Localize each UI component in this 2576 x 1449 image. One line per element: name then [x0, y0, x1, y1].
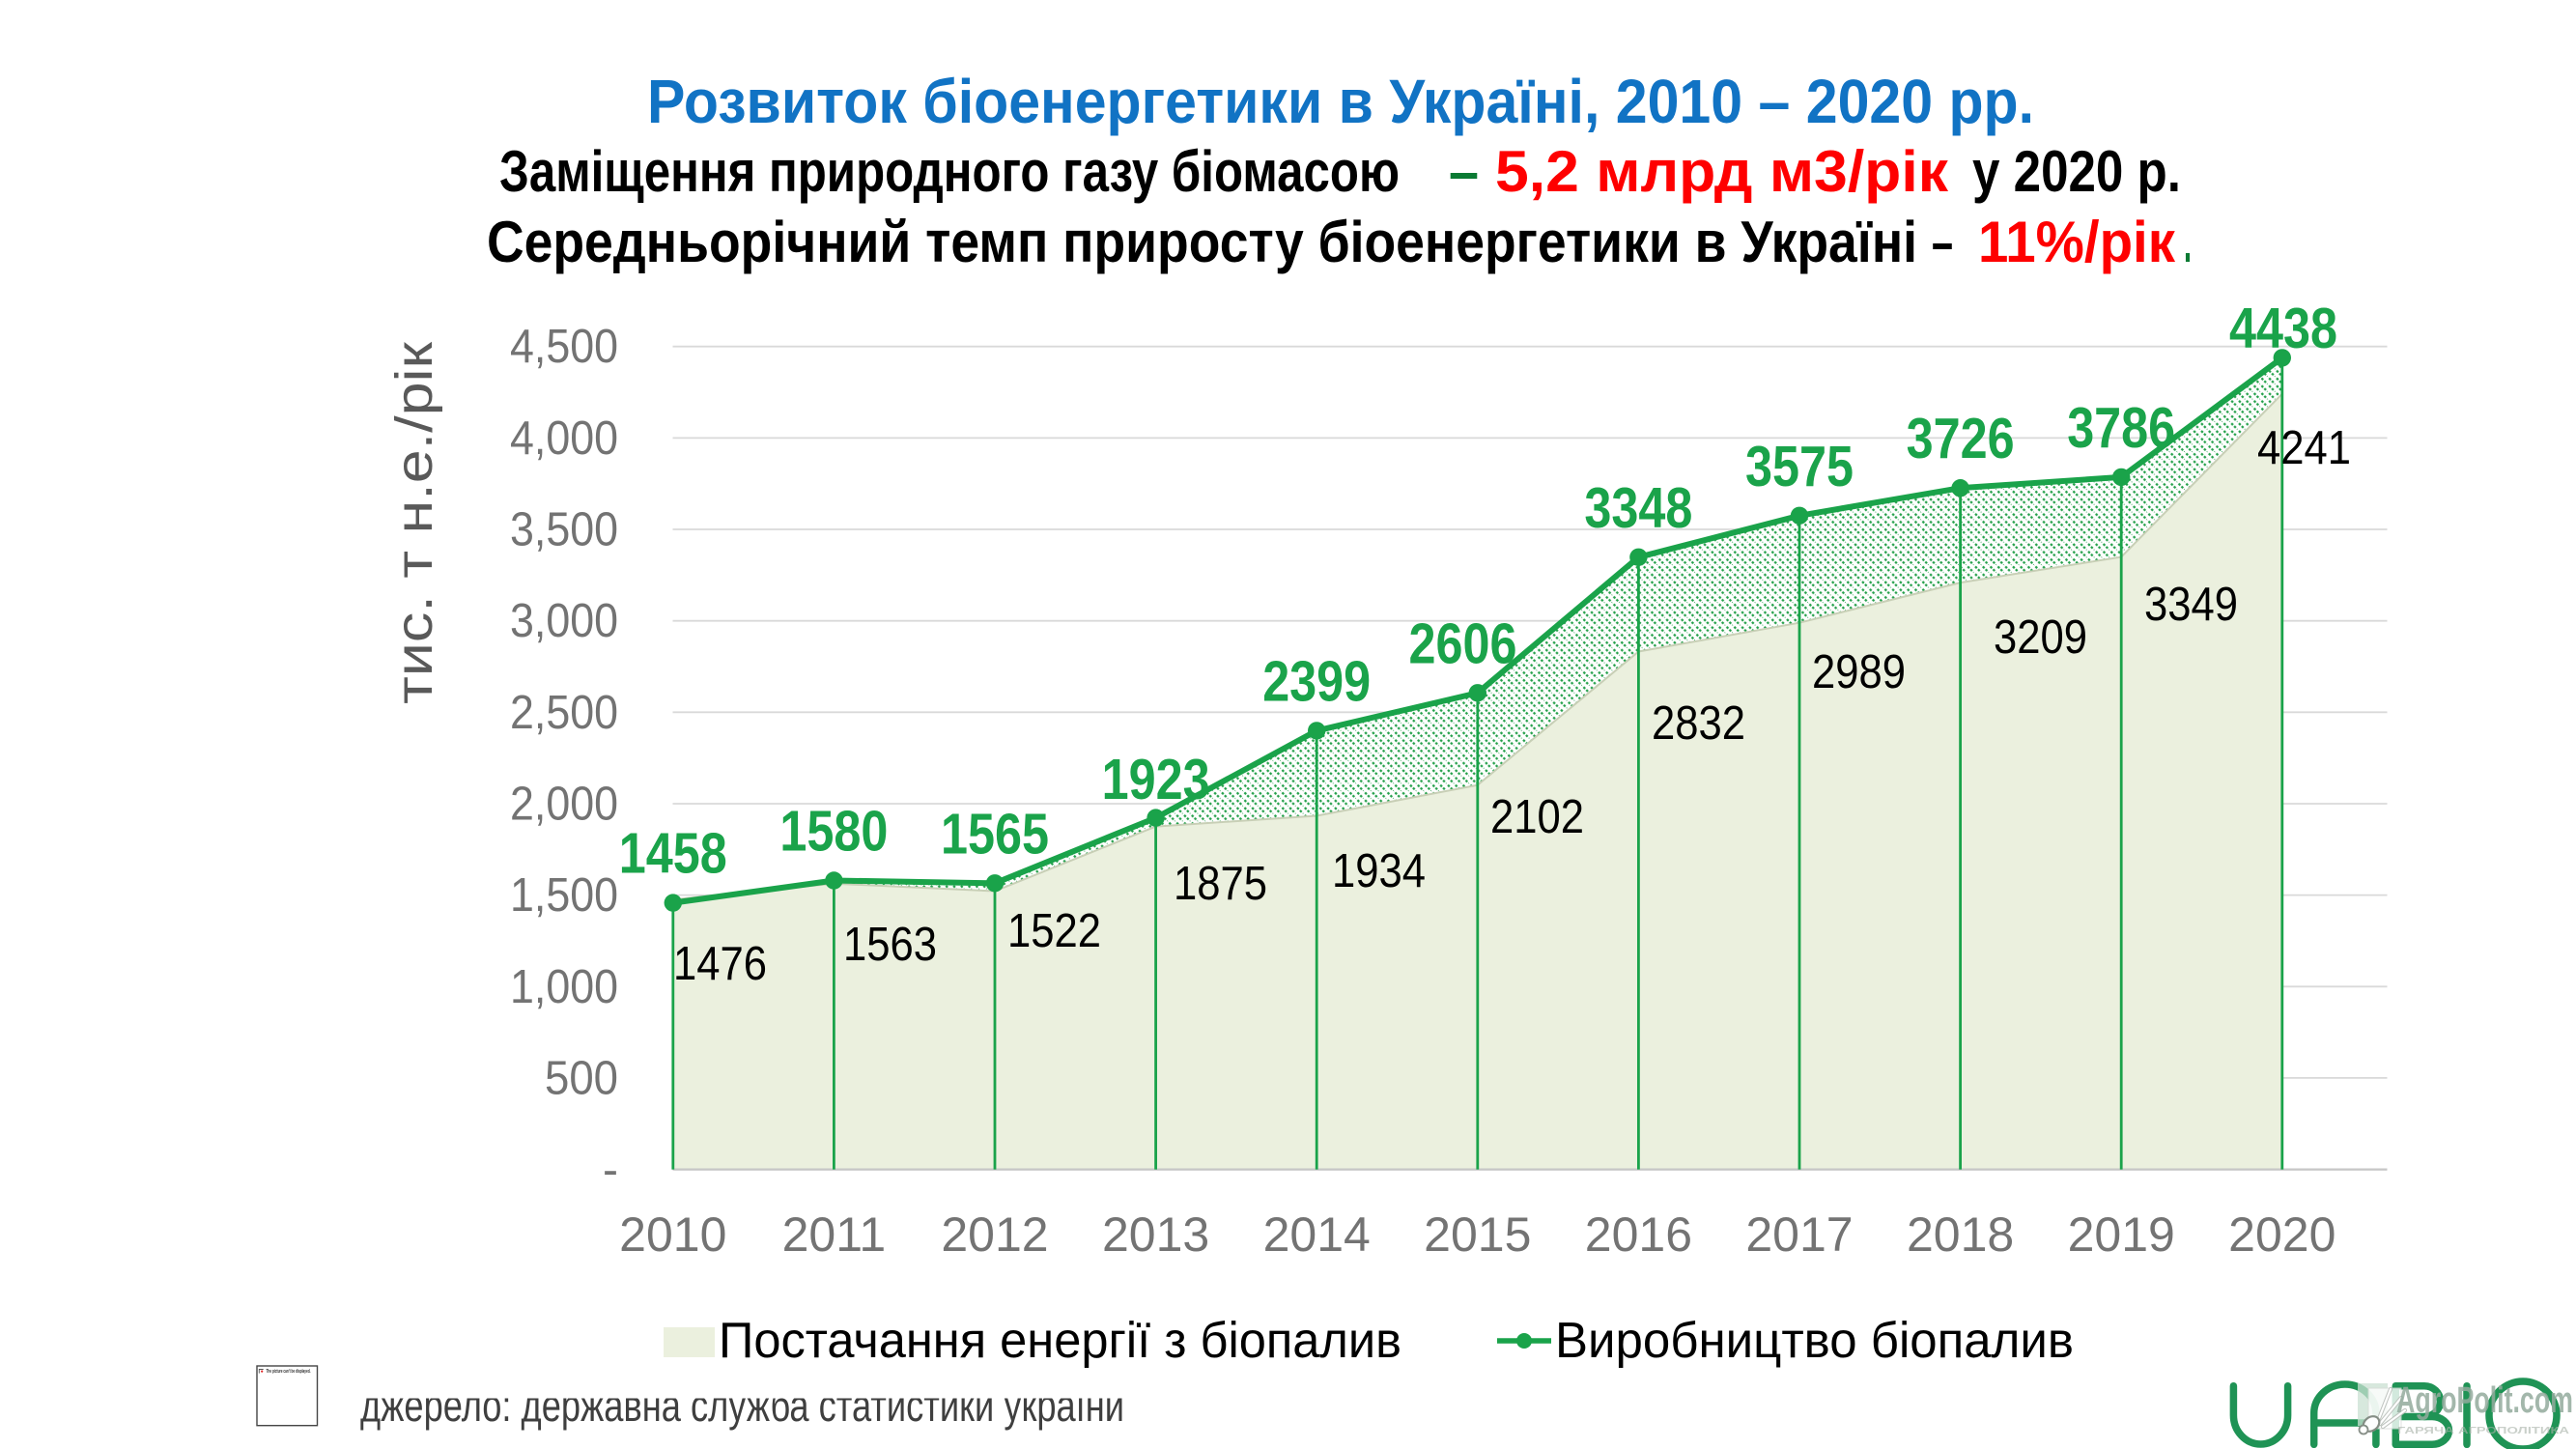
svg-text:2399: 2399	[1262, 649, 1371, 713]
svg-text:2,000: 2,000	[510, 779, 618, 831]
svg-text:1522: 1522	[1007, 905, 1101, 957]
svg-text:–: –	[1449, 139, 1479, 204]
svg-text:2016: 2016	[1585, 1208, 1692, 1262]
svg-text:2020: 2020	[2228, 1208, 2335, 1262]
svg-text:The picture can’t be displayed: The picture can’t be displayed.	[267, 1369, 311, 1375]
svg-text:3349: 3349	[2144, 579, 2238, 631]
svg-text:1923: 1923	[1102, 748, 1210, 811]
svg-text:500: 500	[545, 1052, 618, 1104]
svg-text:ГАРЯЧА АГРОПОЛІТИКА: ГАРЯЧА АГРОПОЛІТИКА	[2397, 1425, 2570, 1436]
svg-text:3726: 3726	[1907, 407, 2015, 470]
svg-text:2019: 2019	[2068, 1208, 2175, 1262]
svg-text:1,500: 1,500	[510, 869, 618, 922]
svg-text:1934: 1934	[1332, 845, 1426, 897]
svg-text:Виробництво біопалив: Виробництво біопалив	[1555, 1313, 2074, 1369]
svg-text:AgroPolit.com: AgroPolit.com	[2396, 1380, 2573, 1421]
svg-text:5,2 млрд м3/рік: 5,2 млрд м3/рік	[1495, 139, 1949, 204]
svg-text:1476: 1476	[673, 938, 767, 990]
svg-text:2606: 2606	[1409, 611, 1517, 675]
svg-text:2989: 2989	[1812, 646, 1906, 698]
svg-text:у 2020 р.: у 2020 р.	[1972, 139, 2181, 204]
svg-text:1458: 1458	[619, 822, 727, 886]
svg-text:–: –	[1932, 210, 1953, 274]
svg-text:2017: 2017	[1745, 1208, 1853, 1262]
svg-text:Середньорічний темп приросту б: Середньорічний темп приросту біоенергети…	[487, 210, 1917, 274]
svg-text:2012: 2012	[941, 1208, 1048, 1262]
svg-text:Заміщення природного газу біом: Заміщення природного газу біомасою	[499, 139, 1400, 204]
svg-text:.: .	[2184, 210, 2192, 274]
svg-text:2013: 2013	[1102, 1208, 1209, 1262]
svg-text:4,500: 4,500	[510, 321, 618, 373]
svg-text:11%/рік: 11%/рік	[1978, 210, 2176, 274]
svg-text:1580: 1580	[779, 800, 888, 864]
svg-text:2832: 2832	[1652, 697, 1745, 750]
svg-text:3209: 3209	[1994, 611, 2087, 664]
svg-text:2018: 2018	[1907, 1208, 2014, 1262]
svg-text:2014: 2014	[1263, 1208, 1371, 1262]
svg-text:2011: 2011	[782, 1208, 887, 1262]
svg-text:1875: 1875	[1174, 858, 1267, 910]
svg-text:1563: 1563	[843, 919, 937, 971]
svg-text:Постачання енергії з біопалив: Постачання енергії з біопалив	[719, 1313, 1401, 1369]
svg-text:4241: 4241	[2257, 422, 2351, 474]
svg-text:2,500: 2,500	[510, 687, 618, 739]
svg-text:1,000: 1,000	[510, 961, 618, 1013]
svg-text:4,000: 4,000	[510, 412, 618, 465]
svg-text:3,500: 3,500	[510, 504, 618, 556]
svg-text:Розвиток біоенергетики в Укра: Розвиток біоенергетики в Україні, 2010 –…	[647, 67, 2034, 136]
svg-text:3575: 3575	[1745, 435, 1854, 498]
svg-text:2102: 2102	[1490, 791, 1584, 843]
svg-text:2010: 2010	[619, 1208, 726, 1262]
svg-text:3348: 3348	[1584, 476, 1692, 540]
svg-text:-: -	[603, 1145, 618, 1196]
svg-text:2015: 2015	[1424, 1208, 1531, 1262]
svg-text:3786: 3786	[2067, 396, 2175, 460]
svg-text:3,000: 3,000	[510, 595, 618, 647]
svg-text:1565: 1565	[941, 802, 1049, 866]
svg-text:тис. т н.е./рік: тис. т н.е./рік	[385, 342, 443, 704]
svg-text:4438: 4438	[2229, 297, 2337, 360]
